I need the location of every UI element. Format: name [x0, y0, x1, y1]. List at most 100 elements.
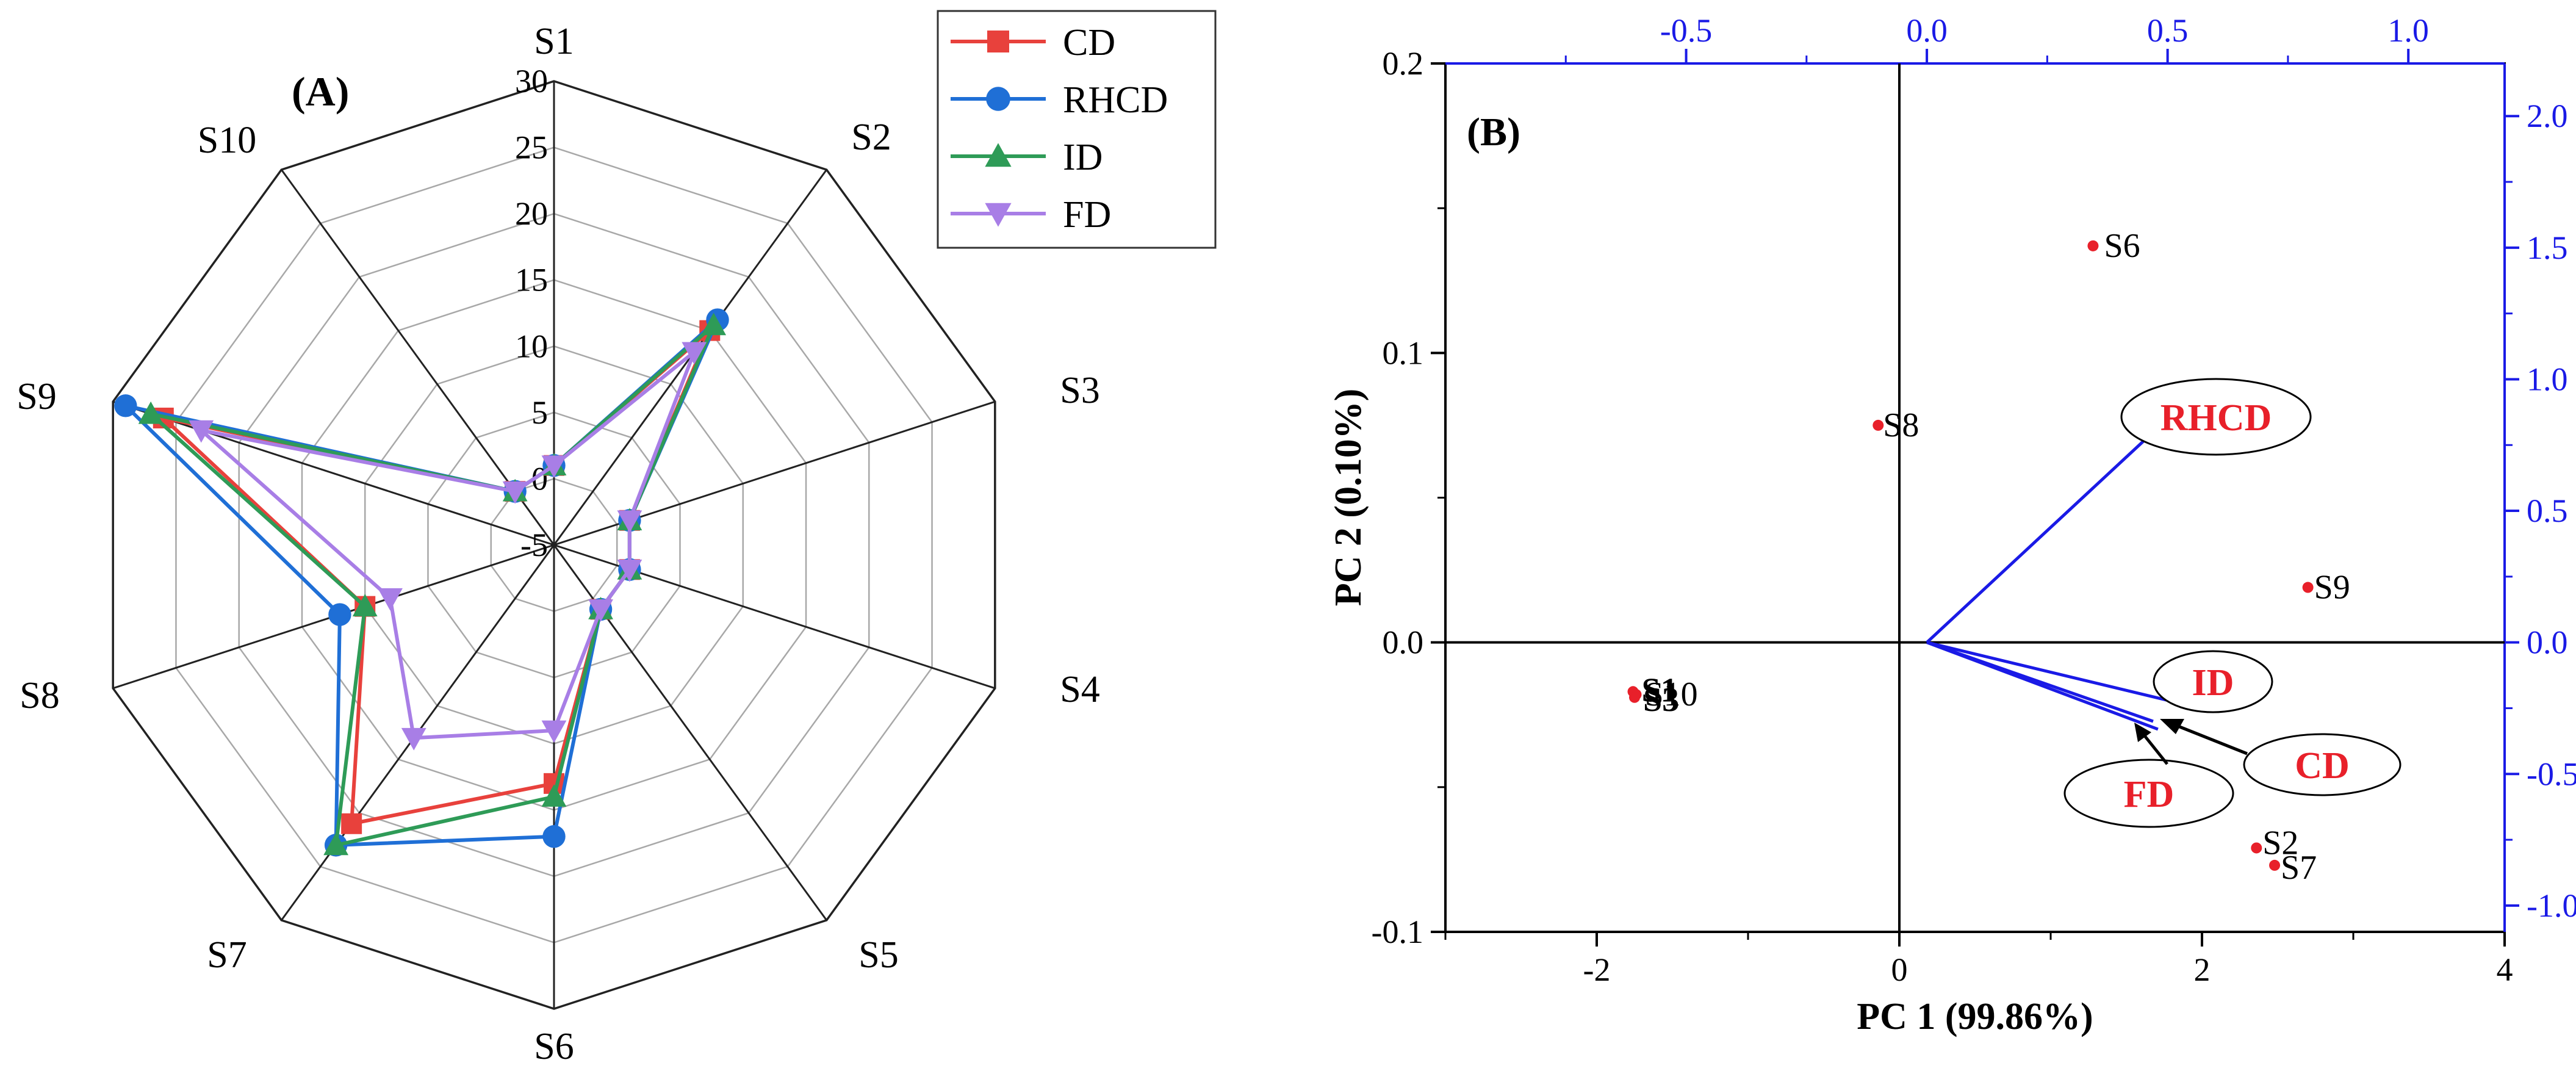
x-tick-label: 2 [2194, 951, 2211, 988]
radar-category-label: S5 [858, 934, 898, 976]
y-tick-label: -0.1 [1372, 914, 1423, 950]
radar-series-FD [189, 342, 707, 751]
legend-label: ID [1063, 137, 1103, 178]
radar-point [701, 312, 727, 336]
radar-point [378, 588, 403, 611]
radar-category-label: S10 [198, 120, 256, 161]
radar-series [114, 308, 729, 857]
loading-vector [1926, 641, 2154, 723]
score-point [2087, 240, 2099, 251]
x-tick-label: 4 [2497, 951, 2513, 988]
loading-label: RHCD [2160, 397, 2272, 439]
radar-tick-label: 10 [515, 328, 548, 364]
score-label: S3 [1643, 681, 1679, 719]
fd-pointer-head [2134, 723, 2151, 742]
x-tick-label: -2 [1583, 951, 1611, 988]
radar-point [341, 813, 362, 834]
biplot-chart: -2 0 2 4 -0.1 0.0 0.1 0.2 -0.5 0.0 0.5 1.0 -1.0 -0.5 0… [1328, 12, 2576, 1037]
radar-point [541, 720, 567, 743]
right-tick-label: 1.0 [2527, 361, 2568, 397]
loading-label: CD [2295, 745, 2350, 787]
radar-point [541, 455, 567, 478]
legend-box [937, 10, 1217, 249]
legend-marker [987, 31, 1009, 52]
right-tick-label: 1.5 [2527, 229, 2568, 266]
x-axis-title: PC 1 (99.86%) [1857, 996, 2093, 1037]
radar-category-label: S9 [16, 376, 56, 417]
score-point [2251, 842, 2262, 854]
score-label: S1 [1642, 671, 1678, 709]
radar-tick-label: 30 [515, 63, 548, 99]
radar-point [617, 510, 642, 533]
radar-point [352, 594, 378, 616]
radar-tick-label: 25 [515, 129, 548, 166]
score-label: S9 [2314, 569, 2350, 607]
radar-point [114, 394, 137, 417]
loading-label-ellipse [2153, 650, 2273, 713]
radar-point [541, 784, 567, 807]
y-tick-label: 0.0 [1383, 624, 1424, 661]
legend-label: RHCD [1063, 79, 1168, 121]
radar-series-line [195, 346, 699, 740]
radar-category-label: S1 [534, 21, 574, 62]
radar-point [502, 481, 528, 504]
score-point [2302, 582, 2314, 593]
radar-point [138, 401, 164, 424]
loading-vector [1926, 417, 2169, 644]
radar-category-label: S4 [1060, 669, 1099, 710]
legend-label: CD [1063, 22, 1115, 63]
radar-category-label: S6 [534, 1026, 574, 1067]
loading-label-ellipse [2243, 733, 2402, 796]
right-tick-label: 0.5 [2527, 492, 2568, 529]
radar-point [189, 420, 214, 443]
radar-category-label: S7 [207, 934, 246, 976]
radar-spoke [112, 400, 555, 546]
score-point [1629, 691, 1640, 703]
panel-a-label: (A) [292, 68, 349, 115]
x-tick-label: 0 [1891, 951, 1908, 988]
y-tick-label: 0.1 [1383, 334, 1424, 371]
score-label: S7 [2281, 849, 2317, 887]
panel-b-label: (B) [1467, 110, 1520, 154]
legend-marker [985, 143, 1012, 167]
loading-vector [1926, 641, 2168, 702]
radar-category-label: S8 [20, 675, 59, 716]
right-tick-label: -1.0 [2527, 887, 2576, 924]
radar-tick-label: -5 [520, 527, 548, 563]
radar-point [682, 342, 707, 365]
zero-lines [1445, 63, 2505, 932]
legend: CD RHCD ID FD [937, 10, 1217, 249]
radar-point [323, 832, 349, 856]
radar-point [588, 599, 613, 622]
radar-point [617, 559, 642, 582]
legend-label: FD [1063, 194, 1111, 236]
radar-point [328, 603, 351, 626]
legend-marker [986, 87, 1010, 111]
legend-marker [985, 203, 1012, 227]
top-tick-label: 0.5 [2147, 12, 2189, 49]
right-tick-label: 0.0 [2527, 624, 2568, 661]
score-point [1873, 419, 1884, 431]
right-tick-label: -0.5 [2527, 756, 2576, 792]
loading-label: ID [2192, 662, 2234, 704]
radar-point [542, 825, 566, 848]
right-tick-label: 2.0 [2527, 98, 2568, 134]
radar-tick-label: 5 [531, 394, 548, 431]
score-label: S8 [1883, 406, 1919, 444]
score-point [2269, 859, 2281, 871]
top-tick-label: -0.5 [1660, 12, 1712, 49]
loading-label: FD [2124, 774, 2175, 815]
radar-category-label: S2 [851, 117, 891, 158]
score-label: S2 [2262, 824, 2298, 862]
plot-frame [1444, 62, 2506, 933]
radar-category-labels: S1 S2 S3 S4 S5 S6 S7 S8 S9 S10 [16, 21, 1099, 1067]
y-axis-title: PC 2 (0.10%) [1328, 389, 1369, 606]
score-label: S10 [1644, 676, 1697, 713]
radar-point [401, 727, 426, 751]
biplot-axes: -2 0 2 4 -0.1 0.0 0.1 0.2 -0.5 0.0 0.5 1.0 -1.0 -0.5 0… [1372, 12, 2576, 988]
radar-category-label: S3 [1060, 370, 1099, 411]
